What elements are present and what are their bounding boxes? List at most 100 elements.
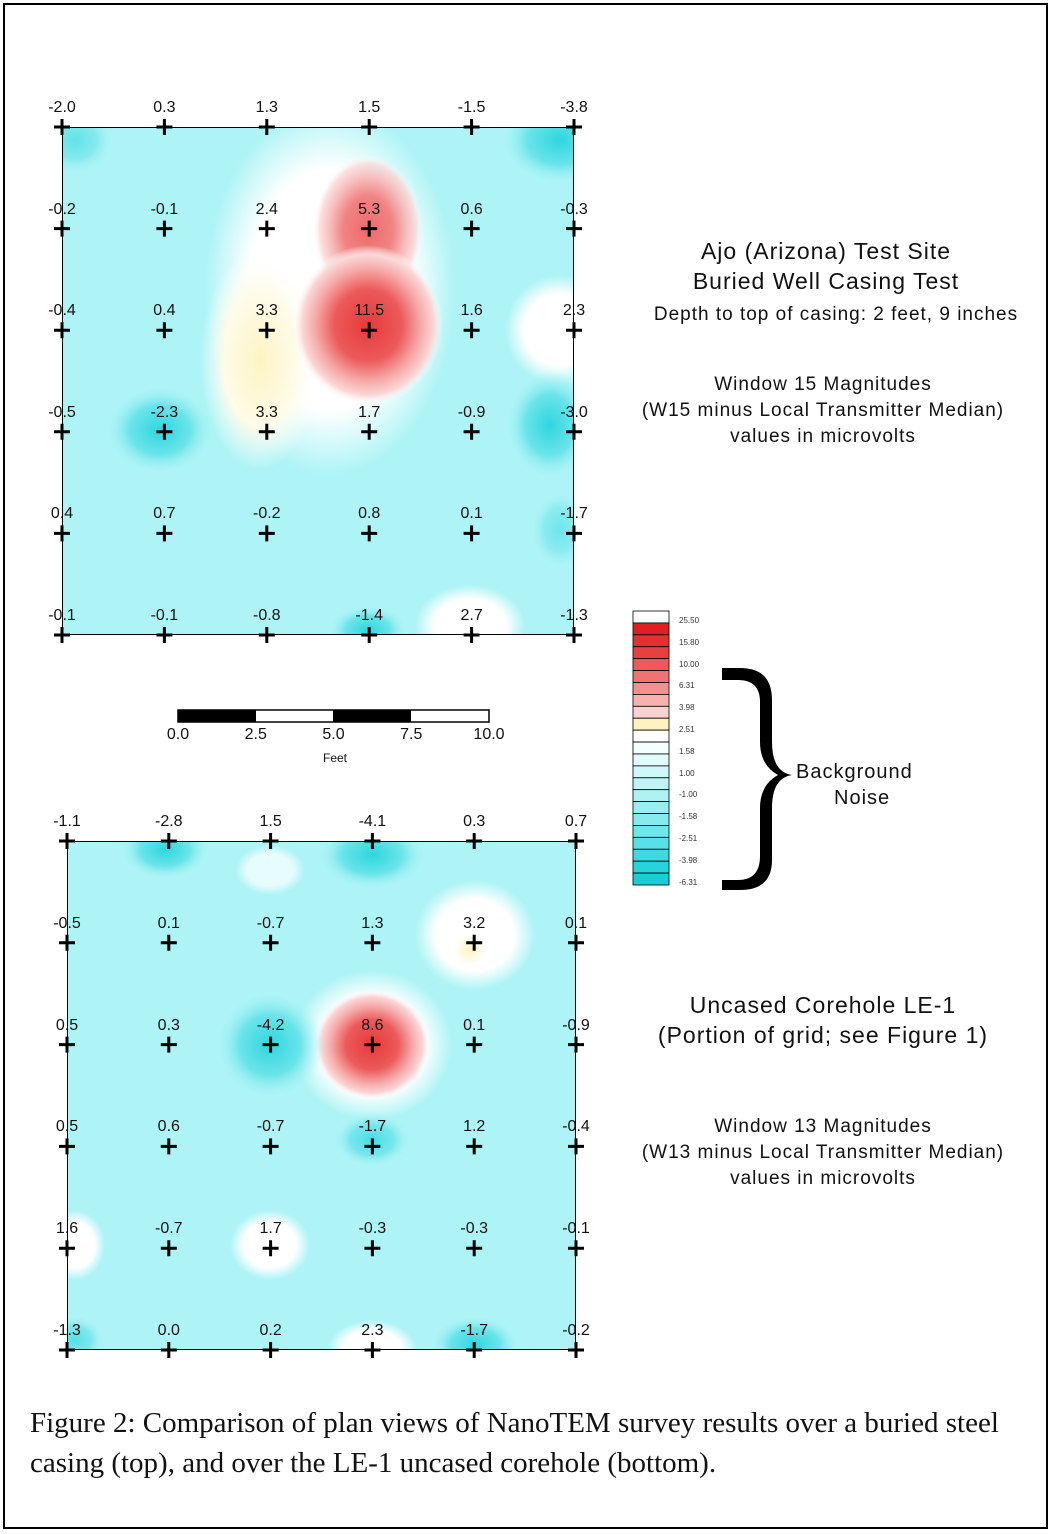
legend-swatch bbox=[632, 789, 670, 803]
top-window-line3: values in microvolts bbox=[730, 426, 916, 447]
top_grid-station-marker bbox=[566, 423, 582, 440]
legend-swatch bbox=[632, 825, 670, 838]
legend-swatch bbox=[632, 836, 670, 850]
top_grid-station-marker bbox=[54, 322, 70, 339]
bottom_grid-station-marker bbox=[466, 1240, 483, 1257]
bottom_grid-value-label: 1.5 bbox=[259, 813, 282, 830]
bottom_grid-value-label: -0.3 bbox=[460, 1220, 488, 1238]
bottom_grid-station-marker bbox=[59, 833, 75, 849]
legend-swatch bbox=[632, 682, 670, 695]
bottom_grid-station-marker bbox=[160, 1240, 177, 1257]
top_grid-value-label: -0.2 bbox=[253, 505, 281, 523]
legend-swatch bbox=[632, 693, 670, 707]
top_grid-station-marker bbox=[463, 627, 480, 643]
figure-caption: Figure 2: Comparison of plan views of Na… bbox=[30, 1407, 999, 1479]
top_grid-value-label: -0.4 bbox=[48, 302, 76, 320]
color-legend bbox=[632, 610, 670, 886]
bottom_grid-station-marker bbox=[160, 1342, 177, 1358]
bottom_grid-value-label: -1.3 bbox=[53, 1322, 81, 1339]
bottom_grid-station-marker bbox=[364, 1342, 381, 1358]
top_grid-station-marker bbox=[54, 220, 70, 237]
top_grid-station-marker bbox=[258, 322, 275, 339]
top-title-line1: Ajo (Arizona) Test Site bbox=[700, 238, 952, 264]
bottom_grid-station-marker bbox=[262, 934, 279, 951]
bottom_grid-station-marker bbox=[262, 833, 279, 849]
top_grid-station-marker bbox=[361, 322, 378, 339]
bottom_grid-value-label: 1.2 bbox=[463, 1118, 486, 1136]
top_grid-station-marker bbox=[361, 119, 378, 135]
top_grid-value-label: -0.1 bbox=[150, 607, 179, 624]
legend-swatch bbox=[632, 705, 670, 719]
legend-swatch bbox=[632, 610, 670, 624]
bottom_grid-value-label: -0.1 bbox=[562, 1220, 590, 1238]
bottom_grid-station-marker bbox=[364, 1240, 381, 1257]
top_grid-station-marker bbox=[566, 119, 582, 135]
bottom_grid-value-label: -0.7 bbox=[256, 914, 285, 932]
bottom_grid-station-marker bbox=[59, 1036, 75, 1053]
bottom_grid-station-marker bbox=[568, 1036, 584, 1053]
top_grid-station-marker bbox=[566, 627, 582, 643]
top_grid-station-marker bbox=[463, 119, 480, 135]
top-contour-map bbox=[62, 127, 574, 635]
top-depth-line: Depth to top of casing: 2 feet, 9 inches bbox=[653, 304, 1019, 325]
top-title-line2: Buried Well Casing Test bbox=[692, 268, 960, 294]
top_grid-value-label: -0.9 bbox=[457, 403, 486, 421]
legend-label: 1.58 bbox=[679, 746, 695, 756]
top_grid-value-label: 0.4 bbox=[153, 302, 176, 320]
bottom_grid-value-label: 8.6 bbox=[361, 1016, 384, 1034]
bottom_grid-value-label: 0.1 bbox=[463, 1016, 486, 1034]
bottom_grid-station-marker bbox=[568, 833, 584, 849]
legend-swatch bbox=[632, 801, 670, 814]
top_grid-station-marker bbox=[463, 423, 480, 440]
bottom_grid-station-marker bbox=[59, 1240, 75, 1257]
top_grid-station-marker bbox=[258, 627, 275, 643]
top_grid-station-marker bbox=[258, 423, 275, 440]
top_grid-station-marker bbox=[361, 220, 378, 237]
top_grid-value-label: 11.5 bbox=[354, 302, 385, 320]
bottom_grid-station-marker bbox=[59, 1138, 75, 1155]
bottom_grid-value-label: 0.3 bbox=[157, 1016, 180, 1034]
top-window-line1: Window 15 Magnitudes bbox=[714, 374, 932, 395]
top_grid-station-marker bbox=[156, 627, 173, 643]
bottom_grid-station-marker bbox=[59, 1342, 75, 1358]
legend-swatch bbox=[632, 658, 670, 671]
bottom_grid-value-label: -0.7 bbox=[256, 1118, 285, 1136]
bottom_grid-station-marker bbox=[466, 934, 483, 951]
bottom_grid-value-label: -4.2 bbox=[256, 1016, 285, 1034]
top_grid-station-marker bbox=[566, 220, 582, 237]
top_grid-station-marker bbox=[258, 525, 275, 542]
bottom_grid-station-marker bbox=[160, 833, 177, 849]
top_grid-station-marker bbox=[361, 423, 378, 440]
bottom_grid-value-label: 0.3 bbox=[463, 813, 486, 830]
bottom_grid-value-label: 0.7 bbox=[564, 813, 588, 830]
bottom_grid-station-marker bbox=[364, 1036, 381, 1053]
top_grid-value-label: -0.5 bbox=[48, 403, 76, 421]
legend-label: 1.00 bbox=[679, 768, 695, 778]
top_grid-station-marker bbox=[156, 423, 173, 440]
top_grid-station-marker bbox=[54, 423, 70, 440]
top_grid-station-marker bbox=[463, 322, 480, 339]
legend-swatch bbox=[632, 765, 670, 779]
top_grid-value-label: -2.0 bbox=[48, 99, 76, 116]
top_grid-value-label: -0.3 bbox=[560, 200, 588, 218]
legend-label: -1.00 bbox=[679, 790, 698, 800]
legend-label: 6.31 bbox=[679, 681, 695, 691]
bottom_grid-station-marker bbox=[466, 1138, 483, 1155]
bottom_grid-station-marker bbox=[160, 1138, 177, 1155]
bottom_grid-value-label: 0.5 bbox=[55, 1016, 79, 1034]
legend-label: -1.58 bbox=[679, 812, 698, 822]
scale-tick-label: 7.5 bbox=[400, 726, 423, 743]
bottom_grid-station-marker bbox=[59, 934, 75, 951]
bottom_grid-value-label: 0.2 bbox=[259, 1322, 282, 1339]
top_grid-station-marker bbox=[156, 119, 173, 135]
scale-tick-label: 0.0 bbox=[166, 726, 190, 743]
bottom_grid-value-label: 1.3 bbox=[361, 914, 384, 932]
top_grid-value-label: -0.2 bbox=[48, 200, 76, 218]
scale-tick-label: 2.5 bbox=[244, 726, 267, 743]
bottom_grid-station-marker bbox=[160, 934, 177, 951]
top_grid-value-label: 2.3 bbox=[562, 302, 586, 320]
legend-label: -3.98 bbox=[679, 855, 698, 865]
bottom_grid-station-marker bbox=[466, 1342, 483, 1358]
legend-label: 3.98 bbox=[679, 703, 695, 713]
bottom_grid-station-marker bbox=[262, 1138, 279, 1155]
